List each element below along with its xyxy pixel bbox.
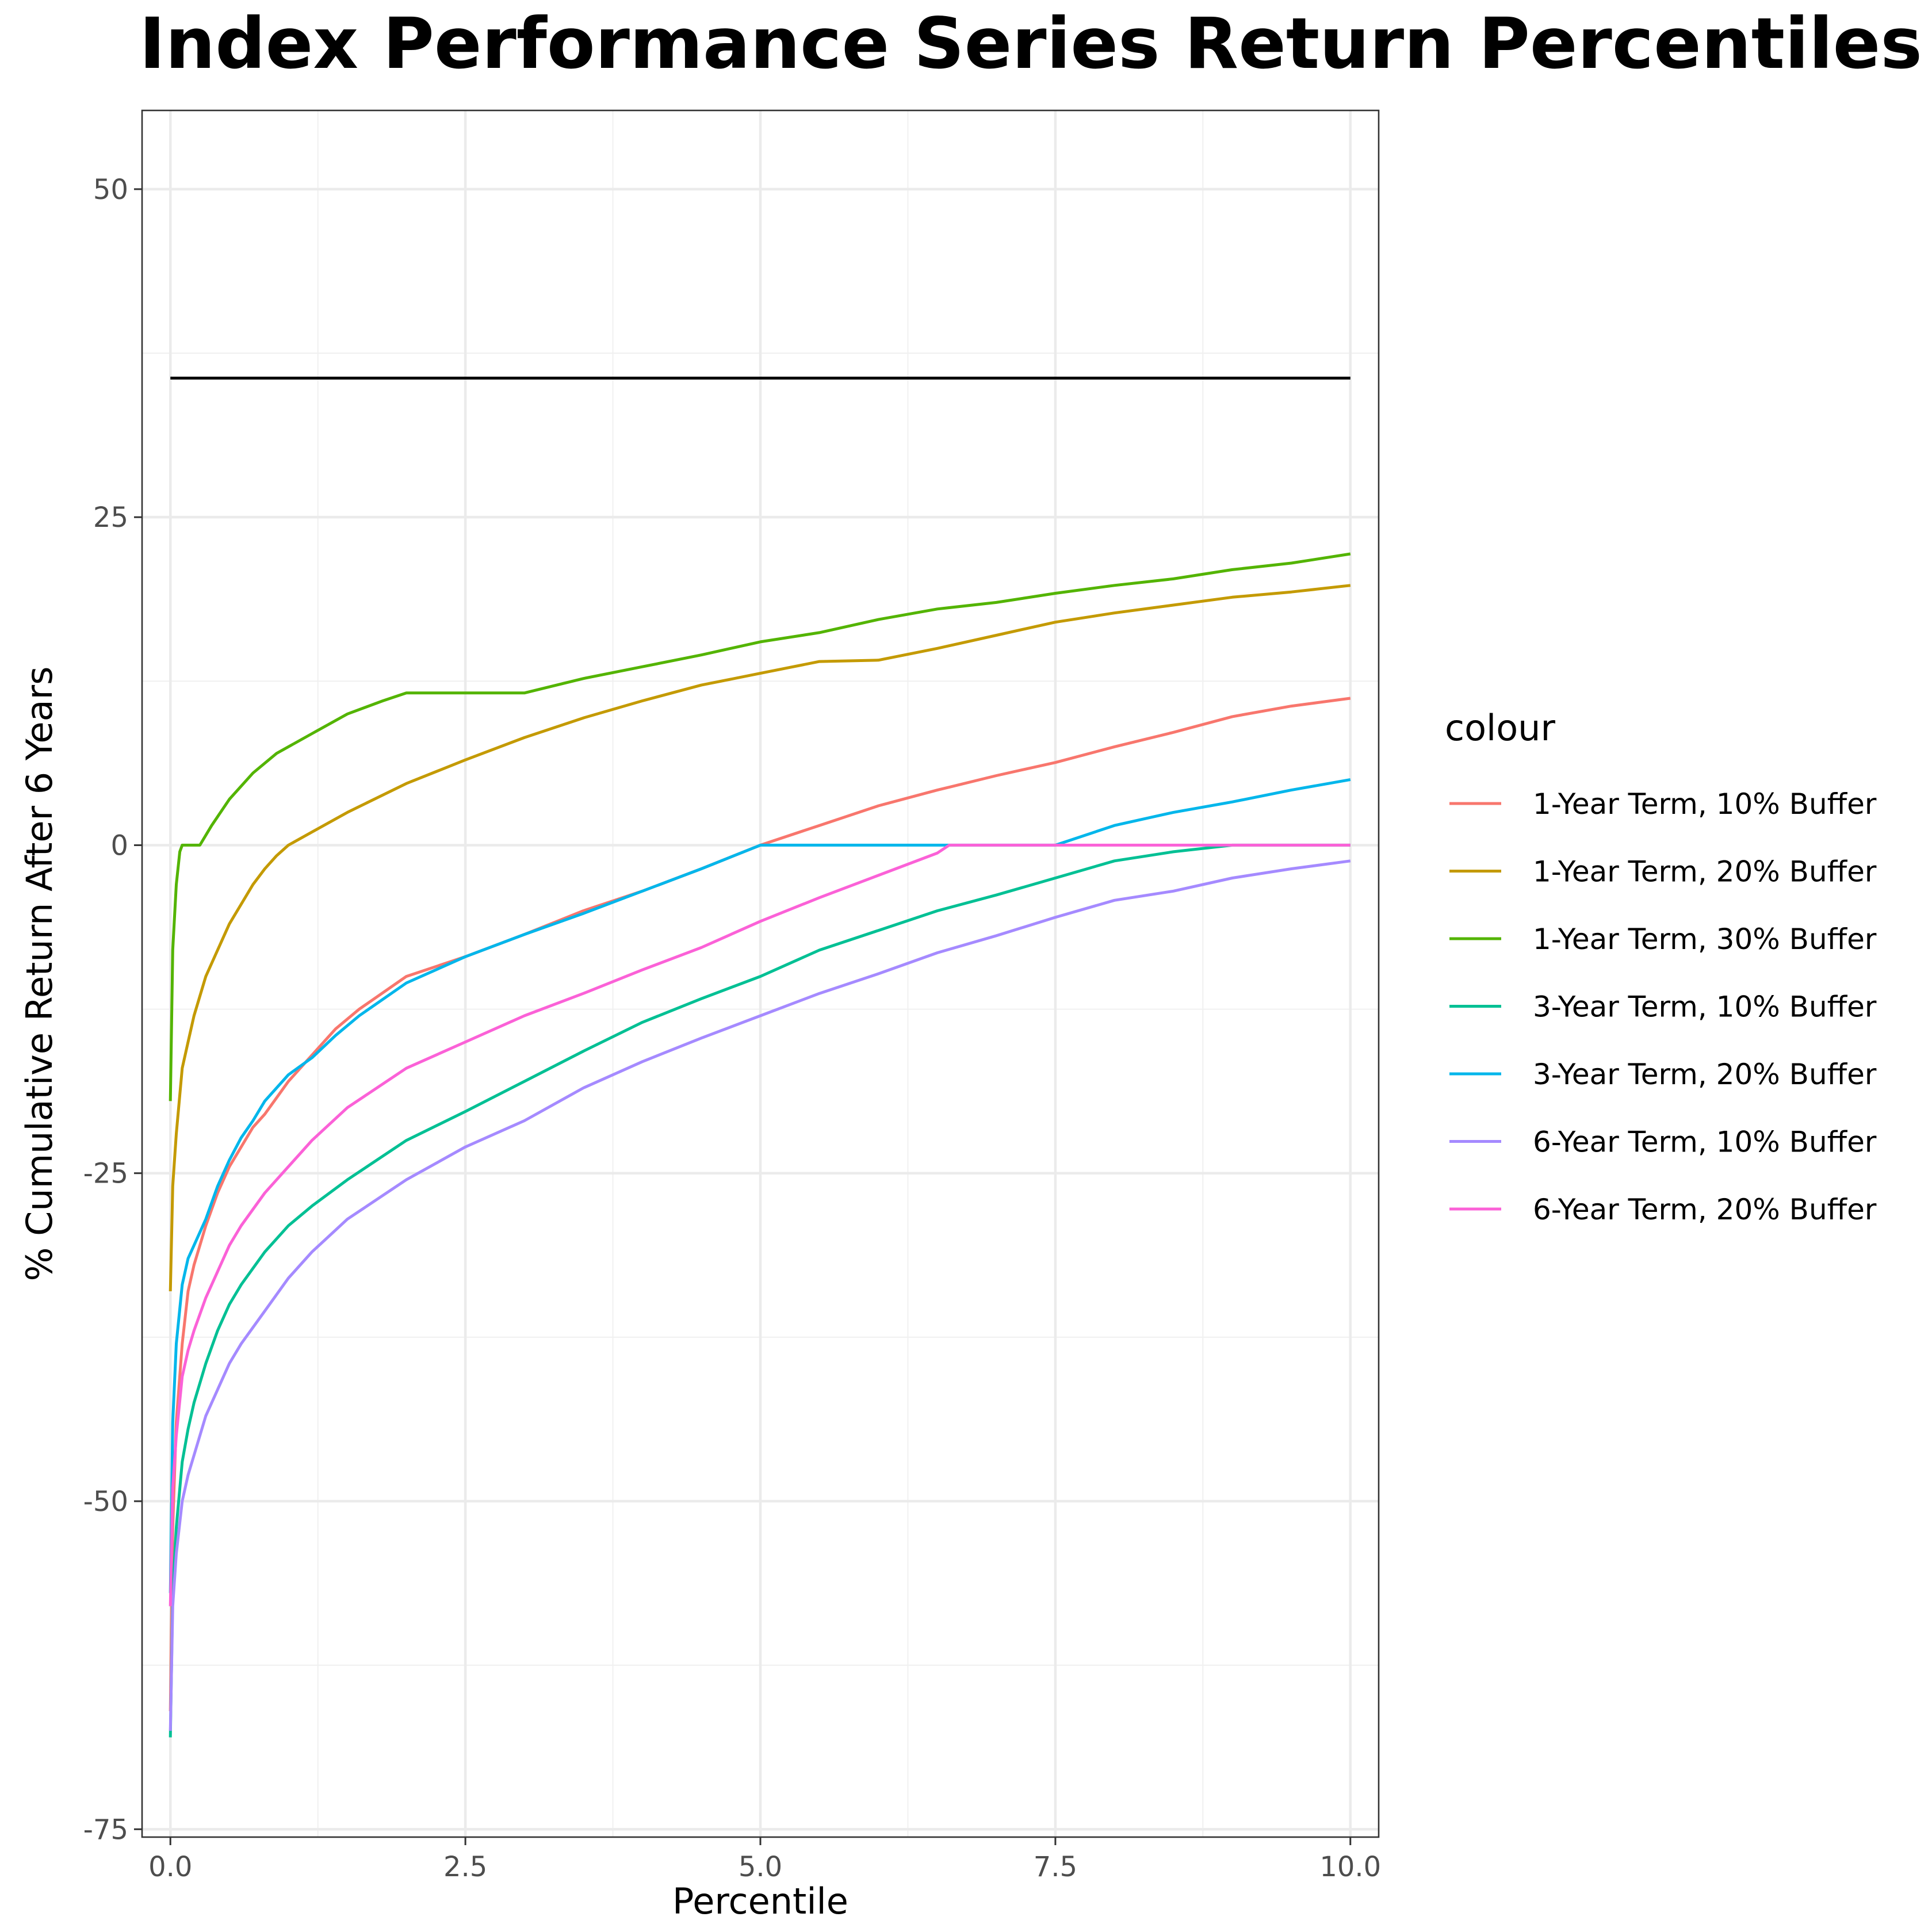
legend-label-7: 6-Year Term, 20% Buffer — [1533, 1193, 1877, 1226]
y-axis-title: % Cumulative Return After 6 Years — [18, 667, 60, 1281]
series-line-3 — [169, 552, 1351, 1101]
legend-title: colour — [1445, 707, 1555, 749]
legend-label-6: 6-Year Term, 10% Buffer — [1533, 1126, 1877, 1159]
x-axis-title: Percentile — [672, 1880, 848, 1922]
y-tick-label: -75 — [83, 1814, 128, 1846]
y-tick-label: -25 — [83, 1158, 128, 1190]
legend-label-2: 1-Year Term, 20% Buffer — [1533, 855, 1877, 889]
series-line-1 — [169, 697, 1351, 1712]
chart-title: Index Performance Series Return Percenti… — [139, 3, 1922, 85]
series-line-7 — [169, 843, 1351, 1606]
legend: colour 1-Year Term, 10% Buffer 1-Year Ter… — [1445, 707, 1877, 1226]
x-tick-label: 7.5 — [1034, 1851, 1077, 1883]
series-line-4 — [169, 843, 1351, 1738]
series-line-2 — [169, 584, 1351, 1292]
y-tick-label: -50 — [83, 1486, 128, 1518]
legend-label-5: 3-Year Term, 20% Buffer — [1533, 1058, 1877, 1091]
x-tick-label: 0.0 — [148, 1851, 192, 1883]
x-tick-label: 5.0 — [739, 1851, 782, 1883]
y-tick-label: 50 — [93, 174, 128, 206]
x-tick-label: 10.0 — [1319, 1851, 1381, 1883]
series-line-6 — [169, 859, 1351, 1731]
y-tick-label: 25 — [93, 502, 128, 534]
series-layer — [169, 552, 1351, 1738]
y-axis: 50 25 0 -25 -50 -75 — [83, 174, 142, 1846]
x-tick-label: 2.5 — [443, 1851, 487, 1883]
legend-label-3: 1-Year Term, 30% Buffer — [1533, 923, 1877, 956]
y-tick-label: 0 — [110, 829, 128, 862]
legend-label-1: 1-Year Term, 10% Buffer — [1533, 787, 1877, 821]
legend-label-4: 3-Year Term, 10% Buffer — [1533, 990, 1877, 1024]
x-axis: 0.0 2.5 5.0 7.5 10.0 — [148, 1837, 1381, 1883]
